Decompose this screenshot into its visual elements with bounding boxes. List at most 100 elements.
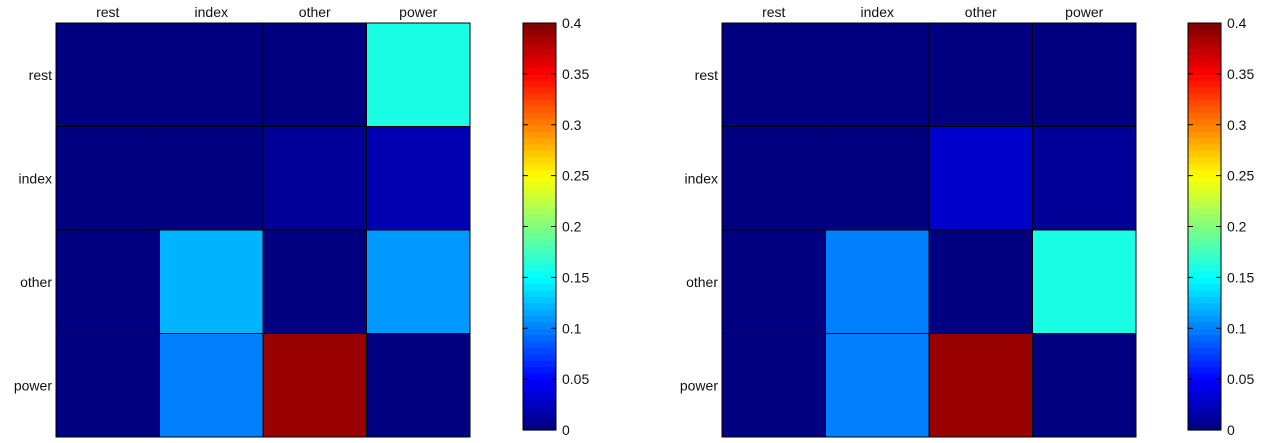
heatmap-cell [159, 333, 264, 438]
colorbar-band [1188, 353, 1221, 361]
y-tick-label: other [20, 274, 52, 290]
colorbar-tick-label: 0.4 [1227, 15, 1247, 31]
colorbar-band [523, 169, 556, 177]
colorbar-band [523, 118, 556, 126]
colorbar-tick-label: 0.35 [1227, 66, 1254, 82]
colorbar-band [523, 410, 556, 418]
colorbar-band [523, 35, 556, 43]
colorbar-band [523, 67, 556, 75]
y-tick-label: index [685, 170, 718, 186]
colorbar-band [1188, 169, 1221, 177]
colorbar-tick-label: 0.05 [1227, 371, 1254, 387]
colorbar-band [523, 239, 556, 247]
colorbar-band [1188, 423, 1221, 431]
colorbar-band [1188, 290, 1221, 298]
colorbar-band [1188, 309, 1221, 317]
colorbar-tick-label: 0.15 [1227, 269, 1254, 285]
colorbar-tick-label: 0.1 [562, 320, 582, 336]
colorbar-band [1188, 188, 1221, 196]
colorbar-band [523, 162, 556, 170]
colorbar-band [1188, 29, 1221, 37]
colorbar-band [523, 150, 556, 158]
colorbar-band [1188, 404, 1221, 412]
heatmap-cell [1032, 22, 1137, 127]
colorbar-band [1188, 124, 1221, 132]
colorbar-band [1188, 347, 1221, 355]
colorbar-band [1188, 226, 1221, 234]
colorbar-band [1188, 220, 1221, 228]
colorbar-band [523, 385, 556, 393]
colorbar-band [1188, 35, 1221, 43]
colorbar-band [523, 283, 556, 291]
x-tick-label: index [861, 4, 894, 20]
colorbar-band [1188, 417, 1221, 425]
colorbar-tick-label: 0.25 [562, 168, 589, 184]
colorbar-band [523, 23, 556, 30]
colorbar-band [523, 258, 556, 266]
colorbar-band [1188, 379, 1221, 387]
colorbar-band [1188, 137, 1221, 145]
colorbar-band [1188, 410, 1221, 418]
heatmap-cell [366, 333, 471, 438]
colorbar-band [523, 188, 556, 196]
heatmap-cell [928, 22, 1033, 127]
heatmap-panel-1: rest index other powerrestindexotherpower00… [14, 4, 590, 438]
colorbar-band [1188, 334, 1221, 342]
heatmap-frame [721, 22, 1137, 438]
colorbar-band [1188, 328, 1221, 336]
x-tick-label: other [965, 4, 997, 20]
x-tick-label: rest [96, 4, 119, 20]
colorbar-band [523, 156, 556, 164]
colorbar-band [523, 366, 556, 374]
colorbar-band [523, 360, 556, 368]
colorbar-band [523, 181, 556, 189]
heatmap-cell [366, 126, 471, 231]
colorbar-band [1188, 360, 1221, 368]
colorbar-band [523, 207, 556, 215]
colorbar-band [1188, 207, 1221, 215]
heatmap-cell [366, 229, 471, 334]
colorbar-band [523, 290, 556, 298]
colorbar-band [1188, 232, 1221, 240]
colorbar-band [1188, 112, 1221, 119]
heatmap-cell [262, 333, 367, 438]
colorbar-band [1188, 391, 1221, 399]
colorbar-band [1188, 398, 1221, 406]
colorbar-tick-label: 0.3 [1227, 117, 1247, 133]
colorbar-band [1188, 239, 1221, 247]
heatmap-cell [366, 22, 471, 127]
y-tick-label: power [680, 377, 718, 393]
colorbar-band [523, 201, 556, 209]
colorbar-band [523, 61, 556, 69]
colorbar-band [1188, 80, 1221, 88]
heatmap-cell [1032, 333, 1137, 438]
heatmap-cell [721, 22, 826, 127]
heatmap-cell [721, 229, 826, 334]
colorbar-band [1188, 372, 1221, 380]
y-tick-label: index [19, 170, 52, 186]
colorbar-band [523, 105, 556, 113]
heatmap-panel-2: rest index other powerrestindexotherpower00… [680, 4, 1255, 438]
colorbar-band [1188, 54, 1221, 62]
x-tick-label: other [299, 4, 331, 20]
colorbar-band [523, 264, 556, 272]
colorbar-tick-label: 0.35 [562, 66, 589, 82]
colorbar-band [1188, 67, 1221, 75]
colorbar-band [523, 124, 556, 132]
colorbar-band [1188, 86, 1221, 94]
heatmap-cell [721, 126, 826, 231]
colorbar-band [1188, 61, 1221, 69]
colorbar-band [1188, 131, 1221, 139]
colorbar-band [523, 309, 556, 317]
colorbar-band [523, 42, 556, 50]
colorbar-band [523, 73, 556, 81]
colorbar-band [523, 423, 556, 431]
heatmap-cell [159, 22, 264, 127]
heatmap-cell [55, 126, 160, 231]
heatmap-cell [721, 333, 826, 438]
colorbar-band [1188, 105, 1221, 113]
colorbar-band [523, 48, 556, 56]
colorbar-band [523, 226, 556, 234]
